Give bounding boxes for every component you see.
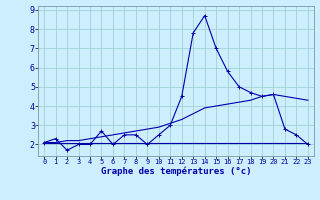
X-axis label: Graphe des températures (°c): Graphe des températures (°c) <box>101 167 251 176</box>
